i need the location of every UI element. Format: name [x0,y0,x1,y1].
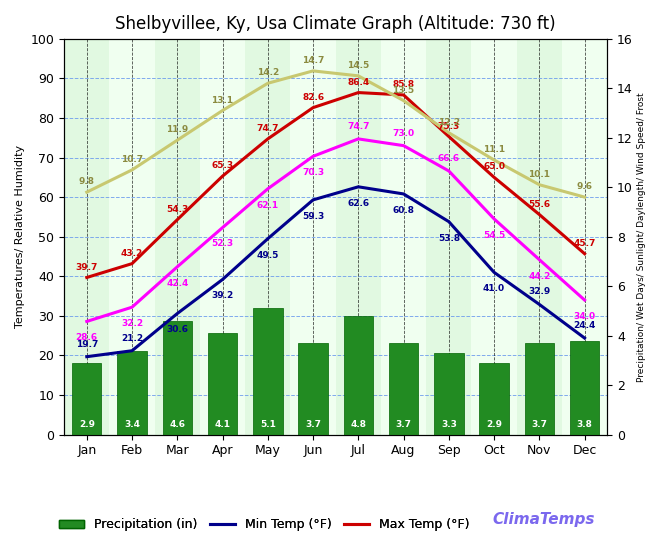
Text: 9.8: 9.8 [79,177,95,186]
Text: 65.3: 65.3 [212,161,233,170]
Text: 75.3: 75.3 [438,122,460,130]
Title: Shelbyvillee, Ky, Usa Climate Graph (Altitude: 730 ft): Shelbyvillee, Ky, Usa Climate Graph (Alt… [116,15,556,33]
Y-axis label: Precipitation/ Wet Days/ Sunlight/ Daylength/ Wind Speed/ Frost: Precipitation/ Wet Days/ Sunlight/ Dayle… [637,92,646,382]
Text: 49.5: 49.5 [256,250,279,260]
Text: 62.1: 62.1 [256,201,279,210]
Bar [344,316,373,435]
Text: 3.3: 3.3 [441,420,457,429]
Text: 2.9: 2.9 [486,420,502,429]
Text: 70.3: 70.3 [302,168,324,177]
Text: 13.5: 13.5 [393,86,414,94]
Bar [426,39,471,435]
Bar [336,39,381,435]
Text: 14.5: 14.5 [347,61,369,70]
Text: 3.7: 3.7 [305,420,321,429]
Text: 28.6: 28.6 [76,333,98,342]
Text: 66.6: 66.6 [438,154,460,163]
Text: 21.2: 21.2 [121,334,143,343]
Text: 86.4: 86.4 [347,78,369,87]
Bar [118,351,147,435]
Text: 59.3: 59.3 [302,212,324,221]
Text: 30.6: 30.6 [167,325,188,334]
Text: 3.7: 3.7 [395,420,412,429]
Text: ClimaTemps: ClimaTemps [492,512,595,527]
Text: 11.9: 11.9 [166,125,188,134]
Text: 11.1: 11.1 [483,145,505,154]
Text: 24.4: 24.4 [574,321,596,330]
Y-axis label: Temperatures/ Relative Humidity: Temperatures/ Relative Humidity [15,145,25,329]
Text: 82.6: 82.6 [302,93,324,102]
Text: 62.6: 62.6 [347,199,369,207]
Text: 52.3: 52.3 [212,239,233,249]
Bar [163,321,192,435]
Text: 34.0: 34.0 [574,312,596,321]
Bar [434,353,463,435]
Text: 41.0: 41.0 [483,284,505,293]
Bar [570,340,600,435]
Text: 45.7: 45.7 [574,239,596,248]
Bar [155,39,200,435]
Text: 54.5: 54.5 [483,231,505,240]
Text: 74.7: 74.7 [256,124,279,133]
Bar [208,333,237,435]
Text: 39.2: 39.2 [212,292,234,300]
Bar [479,363,509,435]
Text: 3.8: 3.8 [576,420,592,429]
Text: 3.4: 3.4 [124,420,140,429]
Legend: Precipitation (in), Min Temp (°F), Max Temp (°F): Precipitation (in), Min Temp (°F), Max T… [59,519,470,531]
Text: 74.7: 74.7 [347,122,369,131]
Text: 44.2: 44.2 [528,272,551,281]
Text: 32.2: 32.2 [121,319,143,328]
Text: 32.9: 32.9 [528,287,551,296]
Text: 10.1: 10.1 [528,170,551,179]
Text: 73.0: 73.0 [393,129,414,138]
Text: 14.2: 14.2 [256,68,279,77]
Text: 19.7: 19.7 [75,340,98,349]
Text: 13.1: 13.1 [212,96,233,105]
Text: 60.8: 60.8 [393,206,414,215]
Bar [525,343,554,435]
Bar [517,39,562,435]
Text: 65.0: 65.0 [483,162,505,172]
Bar [72,363,102,435]
Bar [389,343,418,435]
Text: 55.6: 55.6 [528,200,551,209]
Text: 4.8: 4.8 [350,420,366,429]
Text: 14.7: 14.7 [302,56,325,65]
Text: 10.7: 10.7 [121,155,143,164]
Text: 4.1: 4.1 [215,420,231,429]
Bar [245,39,290,435]
Bar [64,39,110,435]
Text: 2.9: 2.9 [79,420,95,429]
Text: 4.6: 4.6 [169,420,185,429]
Text: 85.8: 85.8 [393,80,414,89]
Bar [253,308,282,435]
Text: 3.7: 3.7 [531,420,547,429]
Text: 12.2: 12.2 [438,118,460,127]
Text: 54.3: 54.3 [166,205,188,214]
Text: 5.1: 5.1 [260,420,276,429]
Text: 9.6: 9.6 [576,182,593,191]
Bar [298,343,328,435]
Text: 53.8: 53.8 [438,233,460,243]
Text: 42.4: 42.4 [166,279,188,288]
Text: 43.2: 43.2 [121,249,143,258]
Text: 39.7: 39.7 [75,263,98,272]
